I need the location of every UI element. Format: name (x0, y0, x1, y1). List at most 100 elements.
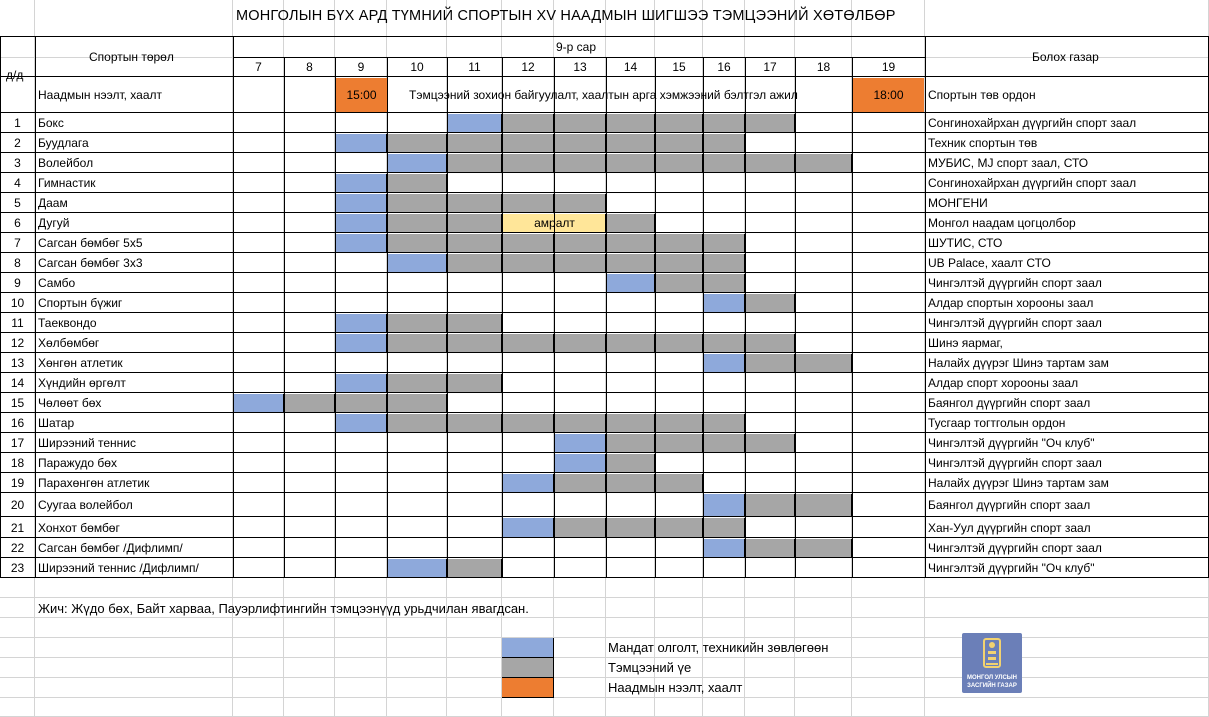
grid-cell[interactable] (745, 698, 795, 717)
grid-cell[interactable] (335, 658, 387, 678)
grid-cell[interactable] (233, 313, 284, 333)
grid-cell[interactable] (35, 698, 233, 717)
grid-cell[interactable] (852, 37, 925, 58)
grid-cell[interactable] (284, 173, 335, 193)
grid-cell[interactable] (795, 233, 852, 253)
grid-cell[interactable] (284, 473, 335, 493)
grid-cell[interactable] (284, 213, 335, 233)
grid-cell[interactable] (554, 658, 606, 678)
grid-cell[interactable] (655, 453, 703, 473)
grid-cell[interactable] (387, 658, 447, 678)
grid-cell[interactable] (447, 473, 502, 493)
grid-cell[interactable] (35, 598, 233, 618)
grid-cell[interactable] (852, 433, 925, 453)
grid-cell[interactable] (554, 598, 606, 618)
grid-cell[interactable] (233, 153, 284, 173)
grid-cell[interactable] (703, 453, 745, 473)
grid-cell[interactable] (745, 473, 795, 493)
grid-cell[interactable] (233, 698, 284, 717)
grid-cell[interactable] (335, 273, 387, 293)
grid-cell[interactable] (745, 393, 795, 413)
grid-cell[interactable] (284, 578, 335, 598)
grid-cell[interactable] (447, 493, 502, 517)
grid-cell[interactable] (335, 433, 387, 453)
grid-cell[interactable] (852, 133, 925, 153)
grid-cell[interactable] (745, 37, 795, 58)
grid-cell[interactable] (284, 638, 335, 658)
grid-cell[interactable] (233, 37, 284, 58)
grid-cell[interactable] (284, 353, 335, 373)
grid-cell[interactable] (233, 273, 284, 293)
grid-cell[interactable] (655, 598, 703, 618)
grid-cell[interactable] (502, 393, 554, 413)
grid-cell[interactable] (703, 373, 745, 393)
grid-cell[interactable] (233, 658, 284, 678)
grid-cell[interactable] (0, 678, 35, 698)
grid-cell[interactable] (387, 678, 447, 698)
grid-cell[interactable] (795, 598, 852, 618)
grid-cell[interactable] (745, 173, 795, 193)
grid-cell[interactable] (852, 658, 925, 678)
grid-cell[interactable] (745, 598, 795, 618)
grid-cell[interactable] (387, 618, 447, 638)
grid-cell[interactable] (745, 618, 795, 638)
grid-cell[interactable] (795, 618, 852, 638)
grid-cell[interactable] (554, 698, 606, 717)
grid-cell[interactable] (233, 493, 284, 517)
grid-cell[interactable] (35, 113, 233, 133)
grid-cell[interactable] (447, 293, 502, 313)
grid-cell[interactable] (606, 293, 655, 313)
grid-cell[interactable] (387, 517, 447, 538)
grid-cell[interactable] (745, 133, 795, 153)
grid-cell[interactable] (335, 37, 387, 58)
grid-cell[interactable] (554, 373, 606, 393)
grid-cell[interactable] (655, 313, 703, 333)
grid-cell[interactable] (606, 353, 655, 373)
grid-cell[interactable] (852, 273, 925, 293)
grid-cell[interactable] (335, 293, 387, 313)
grid-cell[interactable] (447, 273, 502, 293)
grid-cell[interactable] (852, 233, 925, 253)
grid-cell[interactable] (606, 578, 655, 598)
grid-cell[interactable] (655, 293, 703, 313)
grid-cell[interactable] (795, 433, 852, 453)
grid-cell[interactable] (387, 113, 447, 133)
grid-cell[interactable] (233, 473, 284, 493)
grid-cell[interactable] (852, 153, 925, 173)
grid-cell[interactable] (335, 113, 387, 133)
grid-cell[interactable] (554, 493, 606, 517)
grid-cell[interactable] (502, 493, 554, 517)
grid-cell[interactable] (852, 173, 925, 193)
grid-cell[interactable] (852, 313, 925, 333)
grid-cell[interactable] (233, 333, 284, 353)
grid-cell[interactable] (703, 578, 745, 598)
grid-cell[interactable] (703, 658, 745, 678)
grid-cell[interactable] (795, 413, 852, 433)
grid-cell[interactable] (233, 113, 284, 133)
grid-cell[interactable] (852, 393, 925, 413)
grid-cell[interactable] (502, 37, 554, 58)
grid-cell[interactable] (852, 638, 925, 658)
grid-cell[interactable] (233, 233, 284, 253)
grid-cell[interactable] (606, 678, 655, 698)
grid-cell[interactable] (284, 618, 335, 638)
grid-cell[interactable] (795, 113, 852, 133)
grid-cell[interactable] (852, 353, 925, 373)
grid-cell[interactable] (745, 578, 795, 598)
grid-cell[interactable] (335, 253, 387, 273)
grid-cell[interactable] (703, 618, 745, 638)
grid-cell[interactable] (655, 37, 703, 58)
grid-cell[interactable] (447, 517, 502, 538)
grid-cell[interactable] (502, 373, 554, 393)
grid-cell[interactable] (35, 658, 233, 678)
grid-cell[interactable] (655, 393, 703, 413)
grid-cell[interactable] (703, 558, 745, 578)
grid-cell[interactable] (795, 193, 852, 213)
grid-cell[interactable] (335, 578, 387, 598)
grid-cell[interactable] (745, 413, 795, 433)
grid-cell[interactable] (0, 37, 35, 58)
grid-cell[interactable] (502, 558, 554, 578)
grid-cell[interactable] (284, 413, 335, 433)
grid-cell[interactable] (284, 453, 335, 473)
grid-cell[interactable] (0, 658, 35, 678)
